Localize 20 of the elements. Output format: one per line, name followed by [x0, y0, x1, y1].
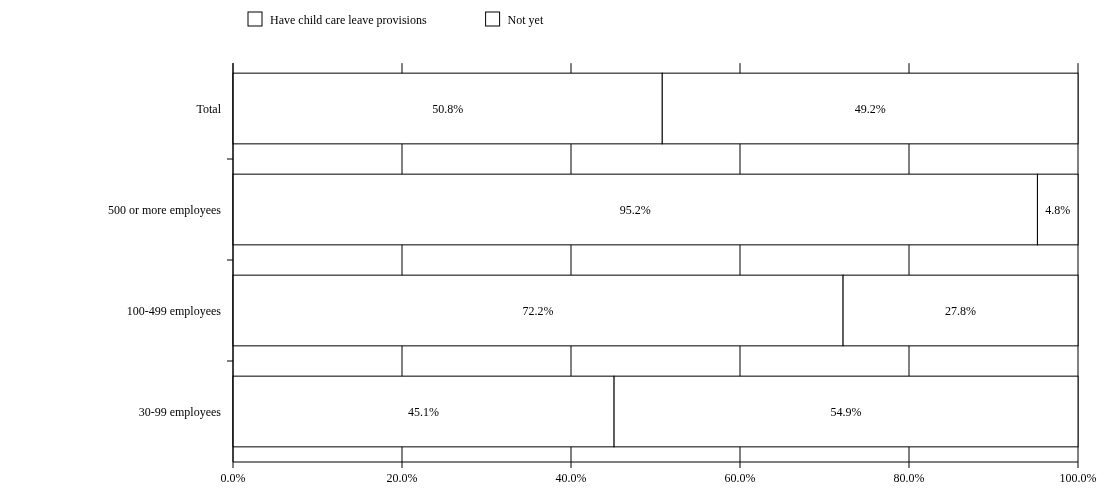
data-label: 50.8% — [432, 101, 464, 116]
legend-label: Not yet — [507, 13, 544, 27]
x-tick-label: 80.0% — [893, 471, 925, 485]
y-tick-label: 30-99 employees — [138, 404, 222, 419]
data-label: 72.2% — [522, 303, 554, 318]
data-label: 4.8% — [1045, 202, 1071, 217]
y-tick-label: 100-499 employees — [126, 303, 222, 318]
data-label: 49.2% — [854, 101, 886, 116]
x-tick-label: 60.0% — [724, 471, 756, 485]
y-tick-label: Total — [196, 101, 222, 116]
data-label: 54.9% — [830, 404, 862, 419]
legend-label: Have child care leave provisions — [270, 13, 427, 27]
data-label: 95.2% — [619, 202, 651, 217]
x-tick-label: 0.0% — [220, 471, 246, 485]
data-label: 27.8% — [945, 303, 977, 318]
x-tick-label: 20.0% — [386, 471, 418, 485]
x-tick-label: 100.0% — [1059, 471, 1097, 485]
y-tick-label: 500 or more employees — [108, 202, 222, 217]
x-tick-label: 40.0% — [555, 471, 587, 485]
data-label: 45.1% — [408, 404, 440, 419]
